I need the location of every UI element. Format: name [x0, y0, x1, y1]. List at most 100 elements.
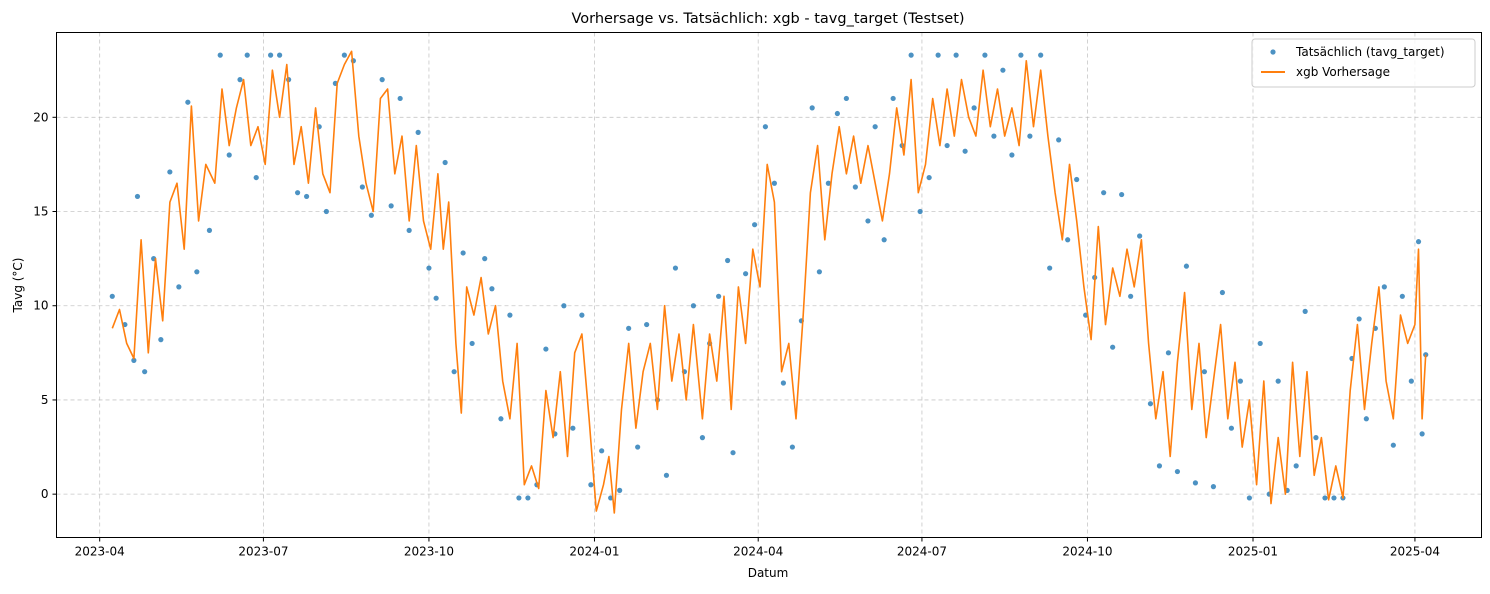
- actual-point: [359, 184, 365, 190]
- actual-point: [599, 448, 605, 454]
- actual-point: [1047, 265, 1053, 271]
- actual-point: [1183, 263, 1190, 269]
- prediction-line: [111, 50, 1427, 514]
- actual-point: [368, 212, 374, 218]
- actual-point: [1119, 191, 1125, 198]
- chart-title: Vorhersage vs. Tatsächlich: xgb - tavg_t…: [571, 11, 964, 27]
- x-tick-label: 2023-07: [238, 545, 288, 559]
- actual-point: [644, 321, 650, 328]
- actual-point: [789, 444, 795, 450]
- prediction-line-group: [111, 50, 1427, 514]
- actual-point: [158, 337, 164, 343]
- actual-point: [1313, 435, 1319, 441]
- actual-point: [1147, 401, 1154, 407]
- actual-point: [1201, 369, 1208, 375]
- actual-point: [1027, 133, 1033, 139]
- actual-point: [543, 346, 549, 352]
- actual-point: [926, 174, 932, 181]
- legend-label-prediction: xgb Vorhersage: [1296, 65, 1390, 79]
- actual-point: [917, 208, 923, 215]
- actual-point: [460, 250, 466, 256]
- actual-point: [626, 325, 632, 331]
- actual-point: [1331, 495, 1337, 501]
- actual-point: [809, 105, 815, 111]
- actual-point: [1101, 190, 1107, 196]
- y-tick-label: 20: [33, 110, 48, 124]
- actual-point: [762, 124, 769, 130]
- actual-point: [525, 495, 531, 501]
- actual-point: [699, 435, 706, 441]
- x-tick-label: 2024-10: [1062, 545, 1112, 559]
- actual-point: [516, 495, 522, 501]
- actual-point: [185, 99, 191, 105]
- actual-point: [716, 293, 722, 299]
- actual-point: [244, 52, 250, 58]
- actual-point: [379, 77, 385, 83]
- actual-point: [982, 52, 988, 58]
- x-tick-label: 2024-04: [733, 545, 783, 559]
- actual-point: [489, 286, 495, 292]
- actual-point: [303, 193, 310, 200]
- actual-point: [872, 124, 878, 130]
- x-tick-label: 2024-07: [897, 545, 947, 559]
- actual-point: [816, 269, 822, 275]
- actual-point: [588, 482, 594, 488]
- plot-frame: [56, 32, 1482, 538]
- actual-point: [406, 227, 412, 233]
- actual-point: [834, 110, 840, 117]
- actual-point: [890, 95, 896, 102]
- actual-point: [426, 265, 432, 271]
- actual-point: [1246, 495, 1252, 501]
- actual-point: [388, 203, 394, 209]
- actual-point: [1210, 484, 1217, 490]
- actual-point: [1156, 463, 1163, 469]
- actual-point: [1110, 344, 1116, 350]
- y-tick-label: 5: [41, 393, 49, 407]
- actual-point: [1356, 316, 1362, 322]
- y-tick-label: 0: [41, 487, 49, 501]
- actual-point: [1419, 431, 1425, 437]
- y-ticks: 0 5 10 15 20: [33, 110, 57, 501]
- actual-point: [451, 369, 457, 375]
- x-tick-label: 2023-10: [404, 545, 454, 559]
- actual-point: [881, 237, 887, 243]
- actual-point: [176, 284, 182, 290]
- y-axis-label: Tavg (°C): [11, 258, 25, 314]
- actual-point: [1228, 425, 1235, 431]
- actual-point: [843, 95, 849, 102]
- actual-point: [131, 357, 137, 363]
- actual-point: [498, 416, 504, 422]
- actual-point: [1275, 378, 1281, 384]
- actual-point: [1408, 378, 1414, 384]
- actual-point: [134, 193, 141, 200]
- actual-point: [142, 369, 148, 375]
- x-ticks: 2023-04 2023-07 2023-10 2024-01 2024-04 2024-…: [75, 537, 1440, 559]
- actual-point: [1219, 289, 1226, 296]
- actual-point: [469, 340, 475, 347]
- actual-point: [935, 52, 941, 58]
- actual-point: [1415, 239, 1422, 245]
- actual-point: [1257, 340, 1263, 347]
- actual-point: [167, 169, 173, 175]
- x-tick-label: 2025-01: [1228, 545, 1278, 559]
- actual-point: [294, 190, 301, 196]
- actual-point: [825, 180, 831, 186]
- actual-point: [944, 142, 950, 149]
- legend-label-actual: Tatsächlich (tavg_target): [1295, 45, 1445, 59]
- actual-point: [561, 303, 567, 309]
- actual-point: [109, 293, 115, 299]
- x-axis-label: Datum: [748, 566, 789, 580]
- actual-point: [991, 133, 997, 139]
- actual-point: [1192, 480, 1199, 486]
- actual-point: [1322, 495, 1328, 501]
- actual-point: [1065, 237, 1071, 243]
- actual-point: [730, 450, 736, 456]
- x-tick-label: 2025-04: [1390, 545, 1440, 559]
- actual-point: [1302, 308, 1308, 314]
- grid: [56, 32, 1482, 538]
- y-tick-label: 15: [33, 205, 48, 219]
- legend-box: [1251, 38, 1476, 88]
- actual-point: [415, 129, 421, 135]
- legend-marker-actual: [1270, 49, 1276, 55]
- actual-point: [725, 257, 731, 264]
